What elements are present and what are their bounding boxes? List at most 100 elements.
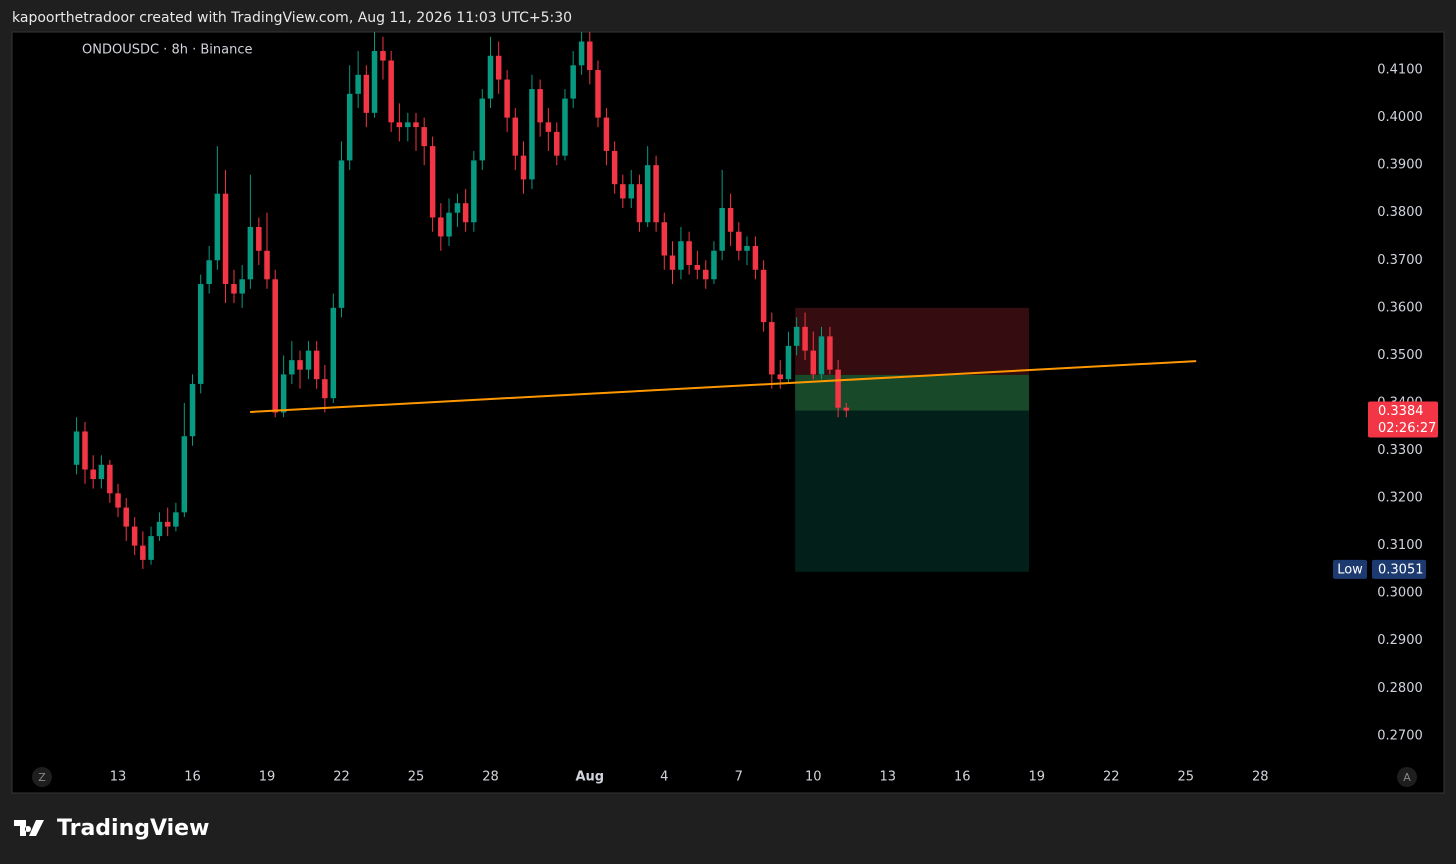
candle-body (181, 436, 188, 513)
y-tick-label: 0.4100 (1377, 63, 1423, 78)
y-tick-label: 0.3600 (1377, 300, 1423, 315)
candle-body (736, 231, 742, 251)
candle-body (297, 360, 303, 370)
candle-body (769, 322, 775, 375)
candle-body (653, 165, 659, 223)
candle-body (587, 41, 593, 71)
candle-body (355, 74, 361, 94)
y-tick-label: 0.2800 (1377, 681, 1423, 696)
candle-body (603, 117, 610, 151)
low-tag-box (1333, 559, 1367, 579)
candle-body (363, 74, 370, 113)
candle-body (123, 507, 129, 527)
candle-body (231, 284, 237, 294)
x-tick-label: 25 (408, 770, 425, 785)
candle-body (686, 241, 692, 266)
candle-body (661, 222, 668, 256)
candle-body (487, 55, 494, 99)
candle-body (214, 193, 221, 261)
x-tick-label: 22 (1103, 770, 1120, 785)
candle-body (388, 60, 394, 123)
candle-body (529, 89, 535, 180)
candle-body (322, 379, 328, 399)
candle-body (140, 545, 146, 560)
x-tick-label: 10 (805, 770, 822, 785)
candle-body (554, 131, 560, 156)
candle-body (454, 203, 461, 213)
candle-body (189, 383, 196, 437)
candle-body (264, 250, 270, 280)
candle-body (537, 89, 543, 123)
candle-body (405, 122, 411, 128)
candle-body (611, 150, 618, 185)
button[interactable] (32, 767, 52, 787)
candle-body (131, 526, 138, 546)
candle-body (628, 184, 635, 199)
candle-body (719, 207, 725, 251)
button[interactable] (1397, 767, 1417, 787)
candle-body (247, 226, 254, 280)
x-tick-label: 7 (735, 770, 743, 785)
y-tick-label: 0.3200 (1377, 491, 1423, 506)
last-price-label: 0.3384 (1378, 404, 1424, 419)
candle-body (727, 207, 734, 232)
candle-body (678, 241, 684, 270)
candle-body (669, 255, 676, 270)
logo-text: TradingView (57, 816, 209, 841)
candle-body (644, 165, 651, 223)
candle-body (330, 307, 337, 399)
symbol-title: ONDOUSDC · 8h · Binance (82, 43, 252, 58)
candle-body (578, 41, 585, 66)
y-tick-label: 0.3700 (1377, 253, 1423, 268)
candle-body (115, 493, 121, 508)
candle-body (636, 184, 643, 223)
candle-body (421, 127, 427, 147)
candle-body (694, 265, 701, 270)
candle-body (197, 284, 204, 384)
candle-body (570, 65, 576, 99)
x-tick-label: 19 (1028, 770, 1045, 785)
x-tick-label: 13 (879, 770, 896, 785)
chart-area (11, 31, 1445, 794)
button-label[interactable]: A (1403, 771, 1411, 784)
candle-body (413, 122, 419, 128)
candle-body (512, 117, 519, 156)
candle-body (289, 360, 295, 375)
x-tick-label: 28 (482, 770, 499, 785)
candle-body (107, 464, 113, 494)
y-tick-label: 0.3300 (1377, 443, 1423, 458)
candle-body (835, 369, 841, 408)
button-label[interactable]: Z (38, 771, 46, 784)
target-zone (795, 374, 1030, 572)
candle-body (156, 521, 163, 537)
candle-body (562, 98, 568, 156)
candle-body (793, 326, 800, 346)
candle-body (802, 326, 808, 351)
y-tick-label: 0.3800 (1377, 205, 1423, 220)
candle-body (545, 122, 552, 132)
stop-zone (795, 307, 1030, 375)
candle-body (595, 70, 601, 118)
candle-body (785, 345, 792, 380)
candle-body (620, 184, 626, 199)
candle-body (239, 279, 245, 294)
candle-body (380, 51, 386, 61)
y-tick-label: 0.2900 (1377, 633, 1423, 648)
x-tick-label: Aug (575, 770, 604, 785)
y-tick-label: 0.3100 (1377, 538, 1423, 553)
y-tick-label: 0.3500 (1377, 348, 1423, 363)
logo-icon (14, 820, 44, 836)
last-price-box (1368, 401, 1438, 438)
countdown-label: 02:26:27 (1378, 421, 1436, 436)
candle-body (471, 160, 477, 223)
low-value-box (1372, 559, 1426, 579)
candle-body (760, 269, 767, 323)
candle-body (744, 246, 750, 251)
x-tick-label: 19 (259, 770, 276, 785)
candle-body (206, 260, 212, 285)
candle-body (495, 55, 502, 80)
candle-body (446, 212, 452, 237)
candle-body (479, 98, 486, 161)
